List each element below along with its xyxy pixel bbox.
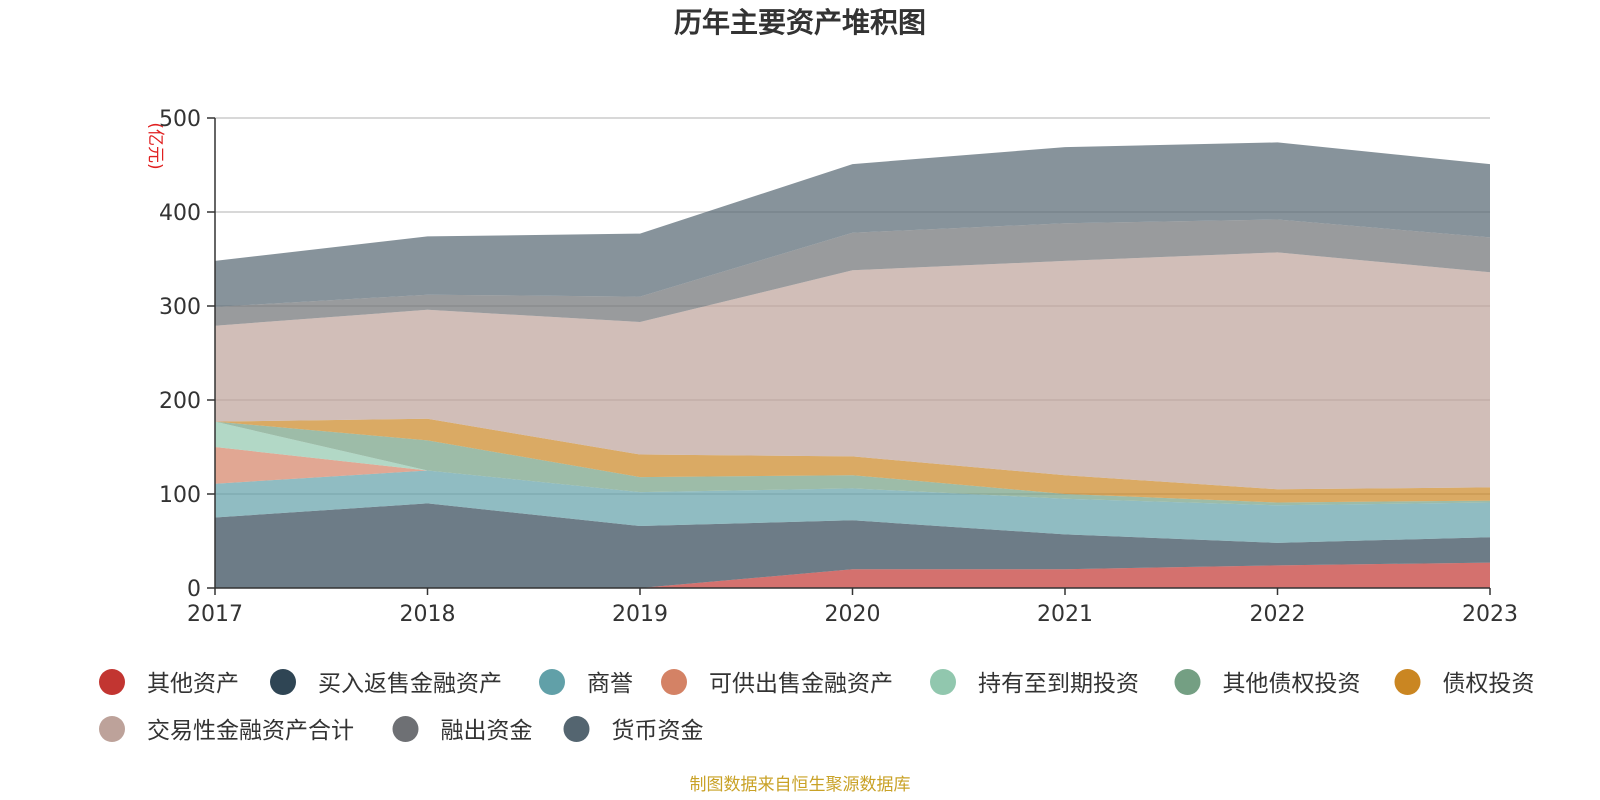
y-tick-label: 0 <box>187 577 201 602</box>
legend-label: 可供出售金融资产 <box>709 671 893 697</box>
legend-swatch <box>539 669 565 695</box>
area-series-1 <box>215 562 1490 588</box>
legend-swatch <box>563 716 590 742</box>
legend-label: 其他债权投资 <box>1223 671 1361 697</box>
legend-swatch <box>99 669 125 695</box>
area-series <box>215 142 1490 588</box>
legend: 其他资产 买入返售金融资产 商誉 可供出售金融资产 持有至到期投资 其他债权投资 债权投资交… <box>99 669 1535 744</box>
y-tick-label: 300 <box>159 295 201 320</box>
data-source-note: 制图数据来自恒生聚源数据库 <box>690 775 911 795</box>
area-series-8 <box>215 252 1490 490</box>
legend-swatch <box>99 716 125 742</box>
legend-swatch <box>1394 669 1421 695</box>
x-tick-label: 2023 <box>1462 602 1518 627</box>
x-tick-label: 2020 <box>825 602 881 627</box>
legend-label: 其他资产 <box>147 671 239 697</box>
y-tick-label: 500 <box>159 107 201 132</box>
x-tick-label: 2021 <box>1037 602 1093 627</box>
chart-title: 历年主要资产堆积图 <box>674 6 926 39</box>
legend-label: 融出资金 <box>441 718 533 744</box>
area-series-3 <box>215 470 1490 543</box>
legend-label: 持有至到期投资 <box>978 671 1139 697</box>
area-series-6 <box>215 421 1490 506</box>
area-series-9 <box>215 219 1490 326</box>
legend-swatch <box>1174 669 1201 695</box>
y-axis-unit-label: (亿元) <box>145 122 165 169</box>
legend-swatch <box>930 669 956 695</box>
legend-swatch <box>392 716 419 742</box>
y-tick-label: 400 <box>159 201 201 226</box>
x-tick-label: 2022 <box>1250 602 1306 627</box>
legend-swatch <box>270 669 296 695</box>
area-series-7 <box>215 418 1490 503</box>
legend-label: 商誉 <box>587 671 633 697</box>
legend-swatch <box>661 669 687 695</box>
x-tick-label: 2017 <box>187 602 243 627</box>
y-tick-label: 100 <box>159 483 201 508</box>
legend-label: 债权投资 <box>1443 671 1535 697</box>
legend-label: 货币资金 <box>612 718 704 744</box>
area-series-10 <box>215 142 1490 307</box>
x-tick-label: 2019 <box>612 602 668 627</box>
y-tick-label: 200 <box>159 389 201 414</box>
axes: 0 100 200 300 400 500 2017 2018 2019 2020 2021 2022… <box>159 107 1518 627</box>
legend-label: 交易性金融资产合计 <box>147 718 354 744</box>
legend-label: 买入返售金融资产 <box>318 671 502 697</box>
x-tick-label: 2018 <box>400 602 456 627</box>
area-series-2 <box>215 503 1490 588</box>
